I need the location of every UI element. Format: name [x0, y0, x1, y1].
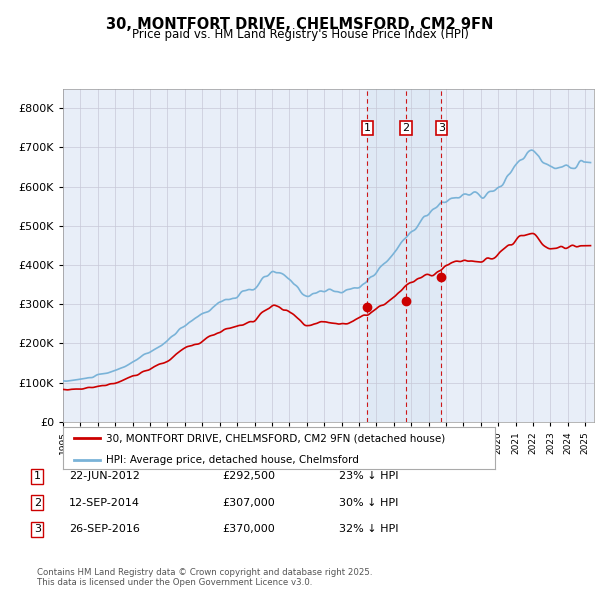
Text: 22-JUN-2012: 22-JUN-2012 — [69, 471, 140, 481]
Text: 3: 3 — [34, 525, 41, 534]
Text: HPI: Average price, detached house, Chelmsford: HPI: Average price, detached house, Chel… — [106, 455, 359, 465]
Bar — [367, 88, 442, 422]
Text: 26-SEP-2016: 26-SEP-2016 — [69, 525, 140, 534]
Text: 30, MONTFORT DRIVE, CHELMSFORD, CM2 9FN: 30, MONTFORT DRIVE, CHELMSFORD, CM2 9FN — [106, 17, 494, 31]
Text: 3: 3 — [438, 123, 445, 133]
Text: £292,500: £292,500 — [222, 471, 275, 481]
Text: 30% ↓ HPI: 30% ↓ HPI — [339, 498, 398, 507]
Text: 2: 2 — [34, 498, 41, 507]
Text: 2: 2 — [403, 123, 410, 133]
Text: 30, MONTFORT DRIVE, CHELMSFORD, CM2 9FN (detached house): 30, MONTFORT DRIVE, CHELMSFORD, CM2 9FN … — [106, 434, 445, 444]
Text: 1: 1 — [34, 471, 41, 481]
Text: Price paid vs. HM Land Registry's House Price Index (HPI): Price paid vs. HM Land Registry's House … — [131, 28, 469, 41]
Text: Contains HM Land Registry data © Crown copyright and database right 2025.
This d: Contains HM Land Registry data © Crown c… — [37, 568, 373, 587]
Text: 23% ↓ HPI: 23% ↓ HPI — [339, 471, 398, 481]
Text: 12-SEP-2014: 12-SEP-2014 — [69, 498, 140, 507]
Text: 1: 1 — [364, 123, 371, 133]
Text: £370,000: £370,000 — [222, 525, 275, 534]
Text: 32% ↓ HPI: 32% ↓ HPI — [339, 525, 398, 534]
Text: £307,000: £307,000 — [222, 498, 275, 507]
